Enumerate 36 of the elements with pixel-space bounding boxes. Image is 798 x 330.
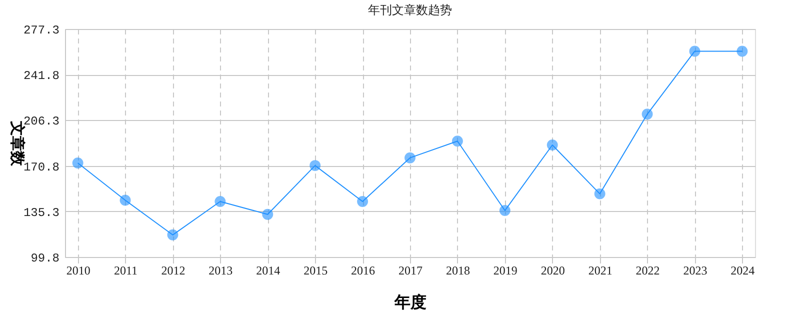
x-tick-label: 2023 bbox=[683, 264, 708, 278]
point bbox=[499, 205, 510, 216]
x-tick-label: 2018 bbox=[446, 264, 470, 278]
y-tick-label: 99.8 bbox=[30, 252, 60, 266]
point bbox=[546, 140, 558, 150]
x-tick-label: 2011 bbox=[114, 264, 138, 278]
x-tick-label: 2013 bbox=[208, 264, 233, 278]
x-tick-label: 2016 bbox=[351, 264, 376, 278]
x-tick-label: 2012 bbox=[161, 264, 186, 278]
x-tick-label: 2020 bbox=[540, 264, 565, 278]
x-tick-label: 2022 bbox=[636, 264, 660, 278]
point bbox=[736, 46, 748, 57]
point bbox=[262, 208, 274, 220]
chart-title: 年刊文章数趋势 bbox=[368, 3, 452, 17]
point bbox=[310, 160, 321, 172]
point bbox=[594, 188, 606, 200]
point bbox=[214, 196, 226, 207]
x-tick-label: 2014 bbox=[256, 264, 280, 278]
point bbox=[120, 194, 131, 206]
point bbox=[452, 136, 463, 147]
point bbox=[72, 158, 84, 168]
y-tick-label: 135.3 bbox=[23, 206, 60, 220]
x-tick-label: 2015 bbox=[304, 264, 328, 278]
point bbox=[689, 46, 700, 57]
x-axis-title: 年度 bbox=[394, 292, 426, 312]
x-tick-label: 2017 bbox=[398, 264, 422, 278]
x-tick-label: 2019 bbox=[493, 264, 518, 278]
x-tick-label: 2024 bbox=[730, 264, 755, 278]
y-tick-label: 277.3 bbox=[23, 24, 60, 38]
x-tick-label: 2021 bbox=[588, 264, 612, 278]
point bbox=[357, 196, 368, 207]
point bbox=[404, 152, 416, 164]
x-tick-label: 2010 bbox=[66, 264, 90, 278]
point bbox=[642, 108, 653, 120]
point bbox=[167, 229, 178, 240]
y-tick-label: 241.8 bbox=[23, 69, 60, 84]
